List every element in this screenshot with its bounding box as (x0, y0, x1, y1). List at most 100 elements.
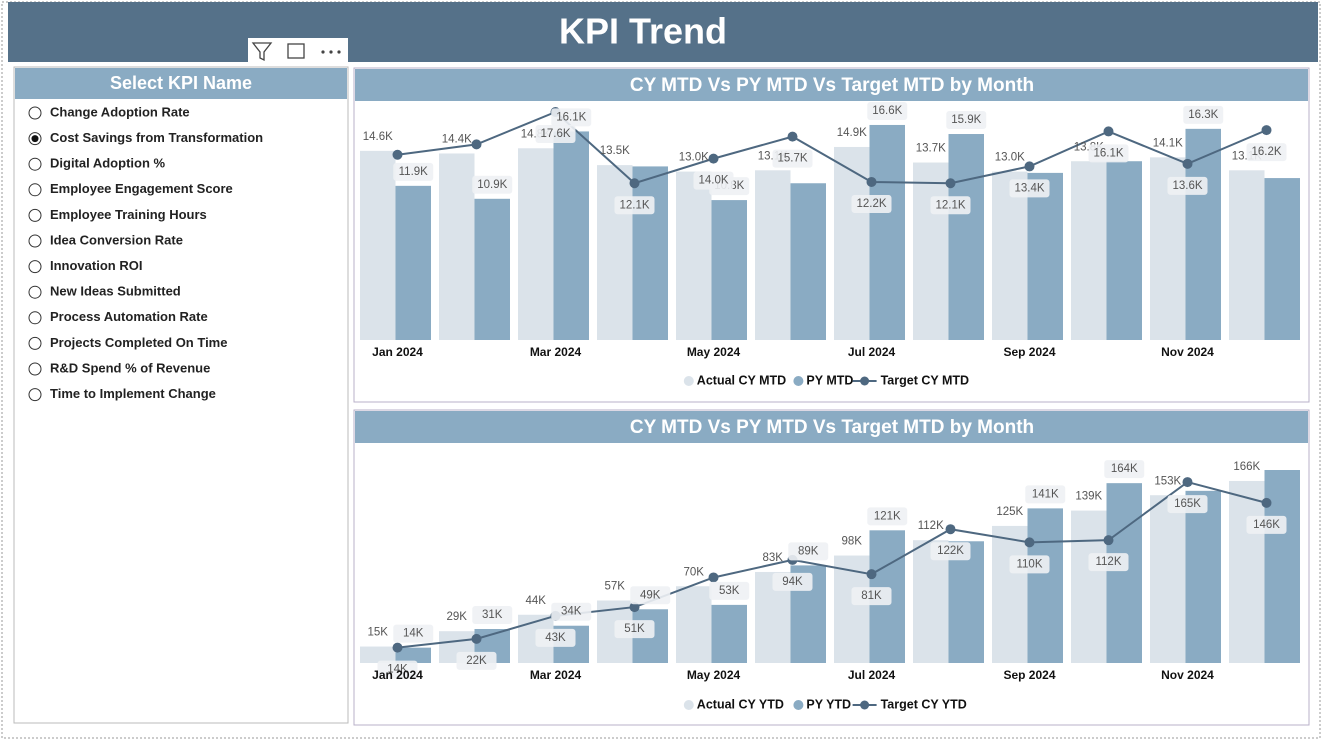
legend-label: Target CY MTD (881, 373, 969, 387)
slicer-option[interactable]: Change Adoption Rate (50, 104, 190, 119)
data-label: 16.1K (1093, 147, 1123, 159)
more-icon (337, 50, 341, 54)
radio[interactable] (28, 183, 42, 197)
radio-dot (31, 135, 39, 143)
x-tick-label: Jul 2024 (848, 668, 896, 682)
bar (676, 586, 712, 663)
bar (913, 540, 949, 663)
bar (1071, 510, 1107, 663)
data-label: 146K (1253, 519, 1280, 531)
slicer-option[interactable]: Employee Engagement Score (50, 181, 233, 196)
line-point (1103, 535, 1114, 546)
x-tick-label: Nov 2024 (1161, 668, 1214, 682)
label-box (630, 586, 671, 605)
data-label: 14.6K (363, 131, 393, 143)
slicer-option[interactable]: New Ideas Submitted (50, 284, 181, 299)
line-point (1103, 126, 1114, 137)
data-label: 29K (447, 611, 468, 623)
bar (1027, 172, 1063, 340)
data-label: 49K (640, 589, 661, 601)
bar (992, 525, 1028, 663)
data-label: 14K (387, 664, 408, 676)
data-label: 81K (861, 590, 882, 602)
bar (395, 647, 431, 663)
bar (597, 165, 633, 340)
header-title: KPI Trend (559, 11, 727, 52)
legend-marker (793, 700, 804, 710)
data-label: 13.0K (679, 152, 709, 164)
data-label: 70K (684, 566, 705, 578)
bar (1185, 490, 1221, 663)
slicer-option[interactable]: Process Automation Rate (50, 309, 208, 324)
label-box (851, 587, 892, 606)
data-label: 14.4K (442, 133, 472, 145)
slicer-option[interactable]: Digital Adoption % (50, 156, 165, 171)
slicer-option[interactable]: R&D Spend % of Revenue (50, 360, 210, 375)
radio[interactable] (28, 388, 42, 402)
radio[interactable] (28, 285, 42, 299)
data-label: 12.1K (619, 199, 649, 211)
chart: CY MTD Vs PY MTD Vs Target MTD by Month 1… (353, 409, 1310, 726)
label-box (1009, 179, 1050, 198)
legend-label: PY YTD (806, 697, 851, 711)
bar (992, 171, 1028, 340)
slicer-option[interactable]: Time to Implement Change (50, 386, 216, 401)
label-box (1246, 143, 1287, 162)
x-tick-label: Sep 2024 (1003, 668, 1055, 682)
filter-icon[interactable] (251, 42, 273, 62)
slicer-options: Change Adoption Rate Cost Savings from Tr… (28, 104, 263, 402)
bar (948, 134, 984, 340)
bar (1229, 170, 1265, 340)
radio[interactable] (28, 362, 42, 376)
slicer-option[interactable]: Idea Conversion Rate (50, 232, 183, 247)
bar (1071, 161, 1107, 340)
toolbar-bg (248, 38, 348, 66)
radio[interactable] (28, 234, 42, 248)
legend-marker (683, 376, 694, 386)
data-label: 13.0K (995, 152, 1025, 164)
bar (360, 150, 396, 340)
data-label: 43K (545, 632, 566, 644)
bar (1106, 161, 1142, 340)
data-label: 110K (1016, 558, 1042, 570)
label-box (1088, 144, 1129, 163)
bar (553, 131, 589, 340)
legend-marker (860, 376, 870, 386)
line-point (945, 524, 956, 535)
label-box (693, 171, 734, 190)
data-label: 14.1K (1153, 137, 1183, 149)
radio[interactable] (28, 311, 42, 325)
slicer-option[interactable]: Cost Savings from Transformation (50, 130, 263, 145)
chart-panel (353, 67, 1310, 403)
x-tick-label: May 2024 (687, 345, 741, 359)
line-point (1182, 477, 1193, 488)
radio[interactable] (28, 157, 42, 171)
data-label: 112K (918, 520, 944, 532)
label-box (614, 620, 655, 639)
chart: CY MTD Vs PY MTD Vs Target MTD by Month 1… (353, 67, 1310, 403)
slicer-option[interactable]: Projects Completed On Time (50, 335, 227, 350)
radio[interactable] (28, 106, 42, 120)
label-box (946, 111, 987, 130)
focus-icon[interactable] (287, 43, 305, 59)
slicer-option[interactable]: Employee Training Hours (50, 207, 207, 222)
x-tick-label: Nov 2024 (1161, 345, 1214, 359)
radio[interactable] (28, 260, 42, 274)
line-point (1261, 125, 1272, 136)
radio[interactable] (28, 208, 42, 222)
data-label: 51K (624, 623, 645, 635)
line-point (787, 131, 798, 142)
visual-toolbar (248, 38, 348, 66)
line-point (1024, 537, 1035, 548)
slicer-title: Select KPI Name (110, 73, 252, 93)
data-label: 139K (1075, 491, 1102, 503)
label-box (377, 660, 418, 679)
slicer-option[interactable]: Innovation ROI (50, 258, 142, 273)
x-tick-label: Mar 2024 (530, 668, 582, 682)
line-point (1261, 497, 1272, 508)
data-label: 83K (763, 552, 784, 564)
more-icon[interactable] (321, 50, 325, 54)
radio[interactable] (28, 336, 42, 350)
